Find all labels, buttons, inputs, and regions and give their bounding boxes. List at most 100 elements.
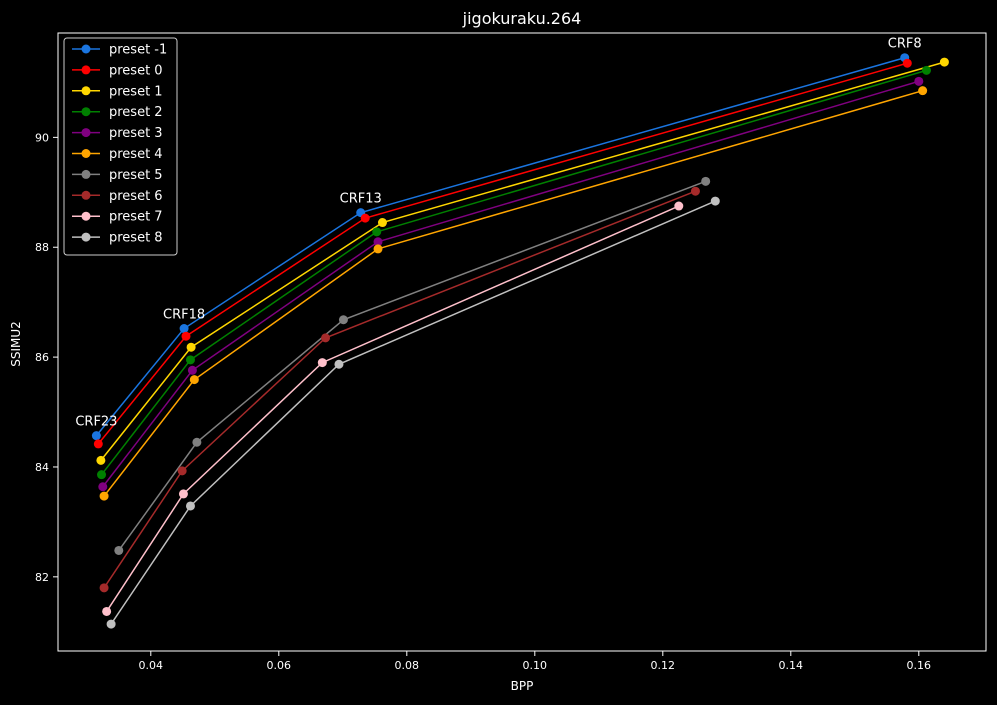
legend-marker [81,65,91,75]
legend-marker [81,232,91,242]
legend-label: preset 7 [109,210,163,225]
series-line [106,205,680,612]
data-point [102,606,112,616]
series-2 [96,57,949,465]
data-point [187,365,197,375]
data-point [93,439,103,449]
data-point [921,65,931,75]
x-tick-label: 0.08 [395,659,420,672]
data-point [690,186,700,196]
x-tick-label: 0.12 [651,659,676,672]
annotation-label: CRF13 [340,192,382,207]
data-point [186,342,196,352]
data-point [178,489,188,499]
data-point [189,375,199,385]
legend: preset -1 preset 0 preset 1 preset 2 preset … [63,37,178,256]
data-point [710,196,720,206]
series-3 [97,65,931,480]
legend-marker [81,211,91,221]
legend-label: preset -1 [109,43,167,58]
y-axis-label: SSIMU2 [9,321,23,367]
data-point [106,619,116,629]
data-point [192,437,202,447]
x-tick-label: 0.04 [139,659,164,672]
series-0 [91,53,910,441]
series-line [103,89,923,497]
data-point [177,466,187,476]
data-point [701,176,711,186]
data-point [334,359,344,369]
data-point [317,358,327,368]
data-point [185,355,195,365]
series-5 [99,86,928,501]
series-9 [106,196,720,629]
data-point [98,482,108,492]
y-tick-label: 90 [35,131,49,144]
y-tick-label: 86 [35,351,49,364]
legend-entry: preset 1 [72,84,163,99]
legend-box [63,37,178,256]
plot-frame [57,32,987,652]
legend-entry: preset 7 [72,210,163,225]
series-4 [98,76,924,492]
data-point [91,431,101,441]
data-point [377,218,387,228]
annotation-label: CRF18 [163,308,205,323]
legend-entry: preset 0 [72,63,163,78]
data-point [373,237,383,247]
data-point [96,455,106,465]
x-axis-label: BPP [511,679,534,693]
x-tick-label: 0.06 [267,659,292,672]
x-tick-label: 0.10 [523,659,548,672]
legend-marker [81,44,91,54]
legend-label: preset 0 [109,63,163,78]
series-line [102,80,920,488]
legend-entry: preset -1 [72,43,167,58]
series-line [103,190,696,589]
data-point [97,470,107,480]
series-8 [102,201,684,616]
legend-marker [81,86,91,96]
y-tick-label: 82 [35,571,49,584]
chart-title: jigokuraku.264 [462,9,582,28]
data-point [99,491,109,501]
data-point [114,545,124,555]
series-6 [114,176,711,555]
y-tick-label: 84 [35,461,49,474]
legend-label: preset 2 [109,105,163,120]
data-point [372,227,382,237]
crf-annotations: CRF23 CRF18 CRF13 CRF8 [75,37,921,430]
x-tick-label: 0.16 [907,659,932,672]
data-point [338,315,348,325]
series-line [100,61,945,461]
series-line [100,69,927,476]
x-tick-label: 0.14 [779,659,804,672]
series-line [95,56,905,437]
legend-label: preset 5 [109,168,163,183]
legend-label: preset 8 [109,231,163,246]
legend-entry: preset 5 [72,168,163,183]
data-point [185,501,195,511]
data-point [360,213,370,223]
legend-label: preset 1 [109,84,163,99]
legend-entry: preset 4 [72,147,163,162]
legend-entry: preset 2 [72,105,163,120]
data-point [918,86,928,96]
annotation-label: CRF23 [75,415,117,430]
data-point [939,57,949,67]
data-point [99,583,109,593]
legend-entry: preset 8 [72,231,163,246]
data-point [902,58,912,68]
legend-entry: preset 6 [72,189,163,204]
series-1 [93,58,912,449]
legend-marker [81,149,91,158]
legend-label: preset 3 [109,126,163,141]
series-line [97,62,908,445]
legend-marker [81,190,91,200]
series-7 [99,186,700,593]
data-point [179,324,189,334]
data-point [914,76,924,86]
series-line [110,200,716,625]
